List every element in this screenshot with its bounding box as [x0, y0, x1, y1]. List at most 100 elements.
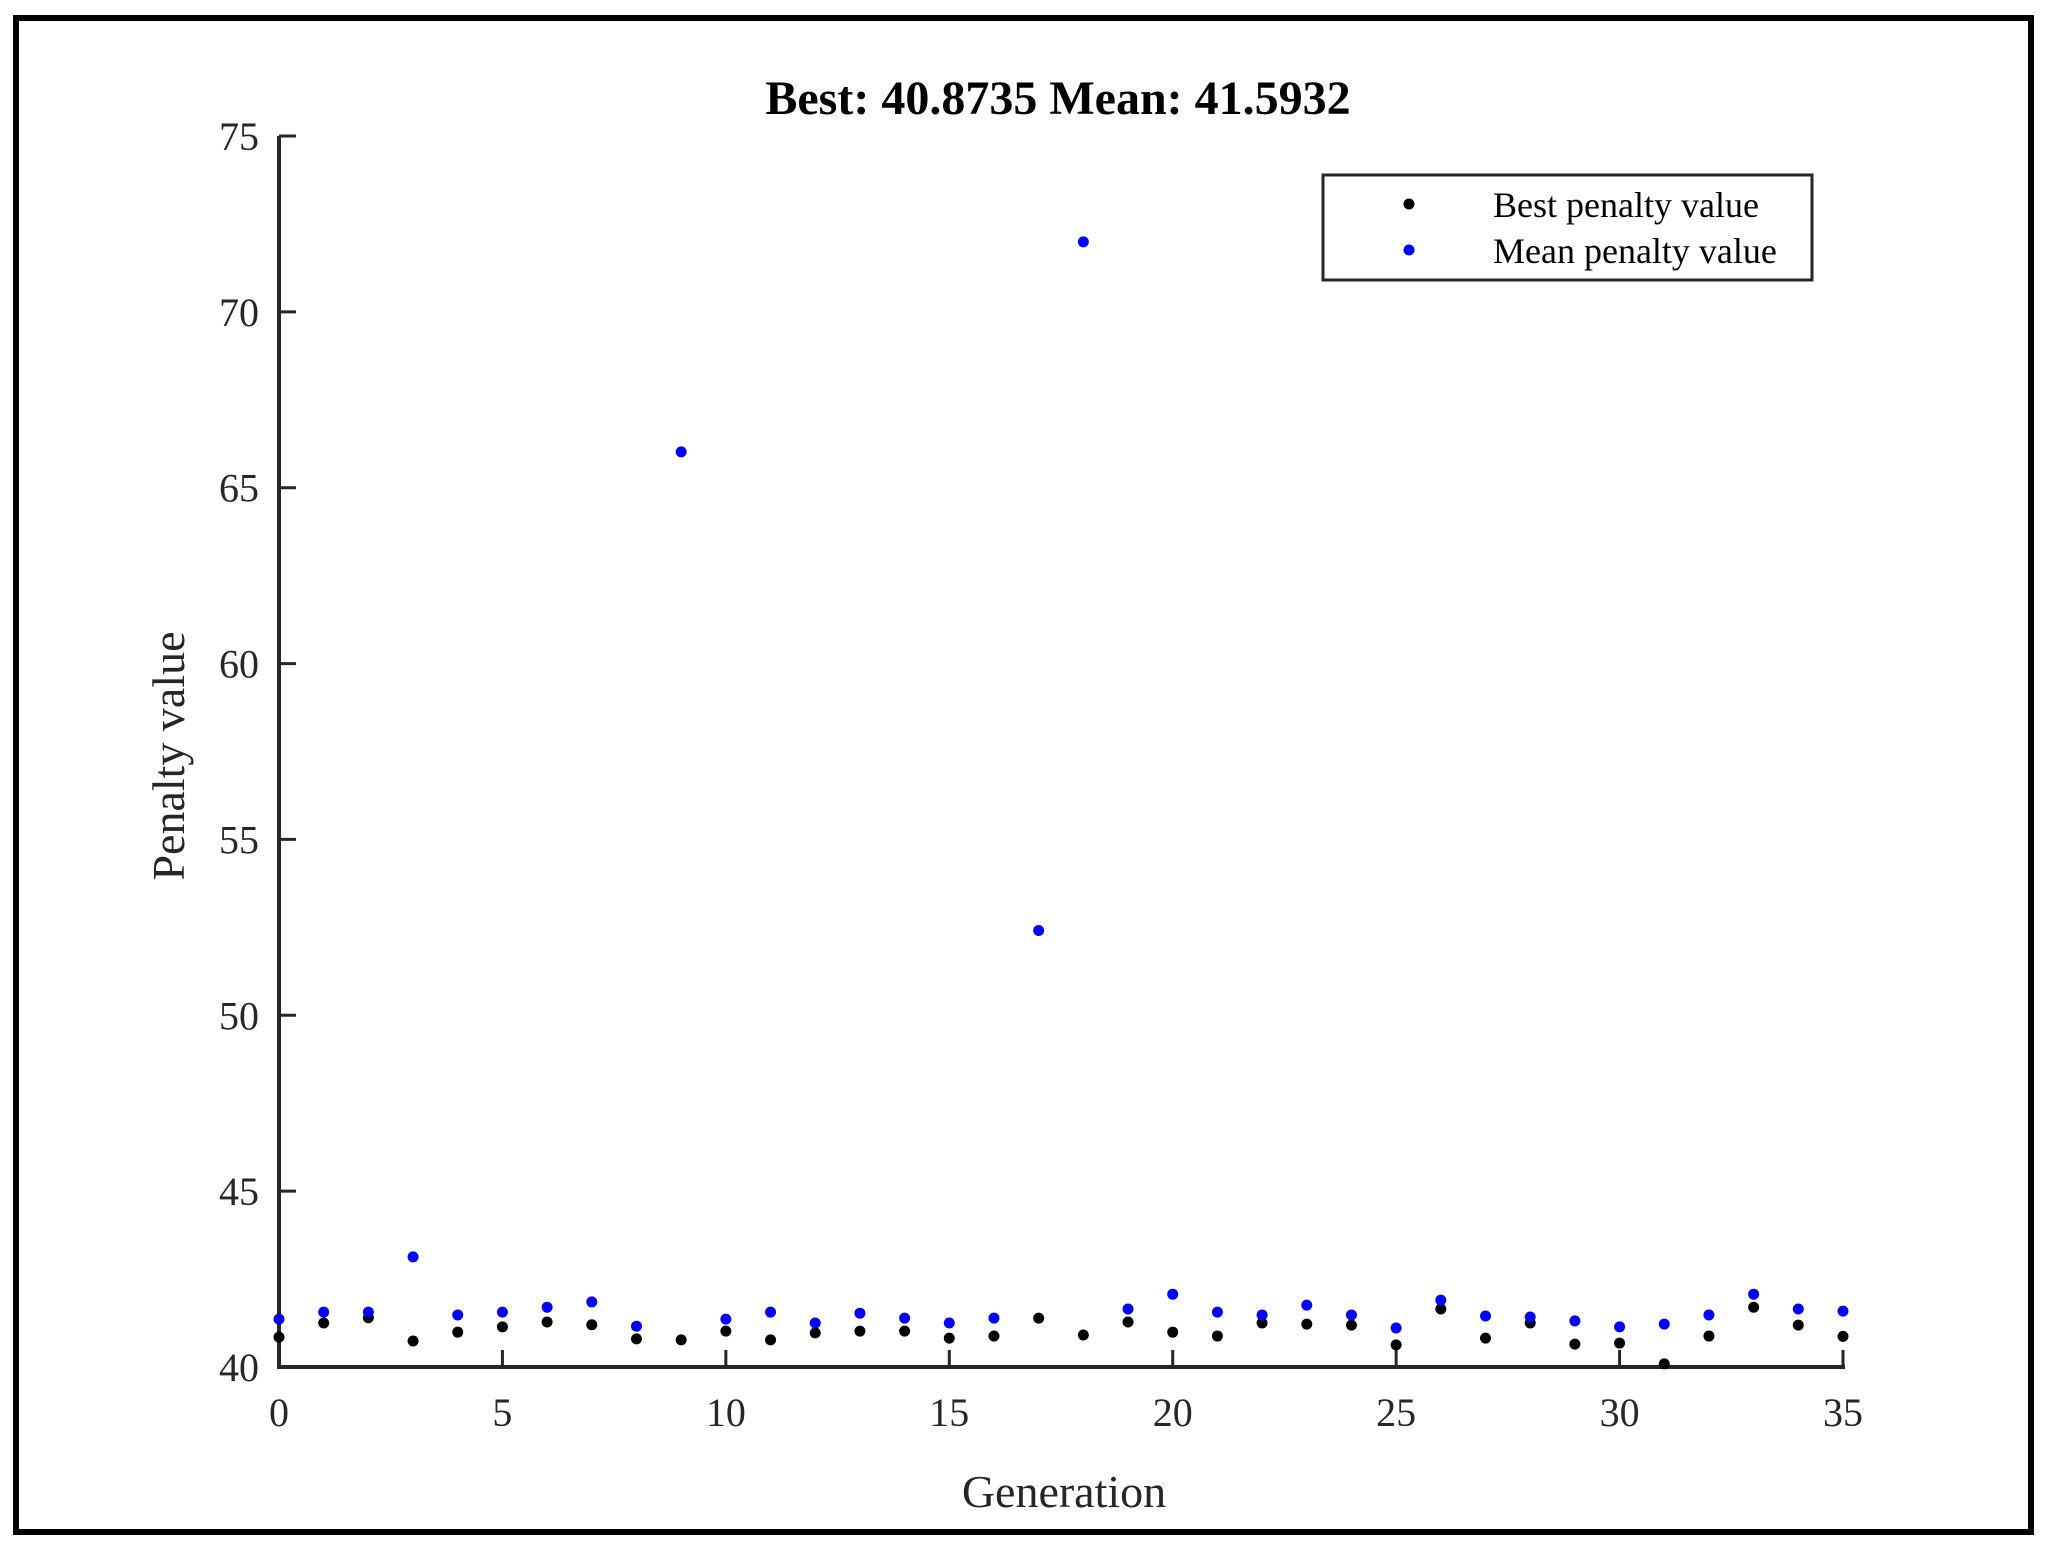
series-mean	[273, 236, 1849, 1334]
data-point	[1301, 1318, 1313, 1330]
data-point	[630, 1320, 642, 1332]
data-point	[452, 1326, 464, 1338]
x-tick-label: 35	[1823, 1390, 1863, 1435]
data-point	[809, 1327, 821, 1339]
data-point	[1569, 1338, 1581, 1350]
x-tick-label: 0	[269, 1390, 289, 1435]
legend-marker-best-icon	[1403, 198, 1415, 210]
data-point	[899, 1312, 911, 1324]
legend-marker-mean-icon	[1403, 244, 1415, 256]
data-point	[1569, 1315, 1581, 1327]
figure-frame	[13, 15, 2034, 1535]
axes: 40 45 50 55 60 65 70 75 0 5 10 15 20 25 30 35	[219, 114, 1863, 1435]
data-point	[1256, 1317, 1268, 1329]
y-tick-label: 45	[219, 1169, 259, 1214]
data-point	[720, 1313, 732, 1325]
data-point	[1345, 1309, 1357, 1321]
legend-box	[1321, 173, 1814, 282]
data-point	[1703, 1309, 1715, 1321]
x-tick-label: 10	[706, 1390, 746, 1435]
y-tick-label: 65	[219, 466, 259, 511]
data-point	[1256, 1309, 1268, 1321]
data-point	[318, 1317, 330, 1329]
data-point	[675, 446, 687, 458]
y-axis-label: Penalty value	[143, 631, 194, 880]
data-point	[1122, 1316, 1134, 1328]
data-point	[1167, 1326, 1179, 1338]
x-tick-label: 5	[492, 1390, 512, 1435]
y-tick-label: 55	[219, 817, 259, 862]
series-best	[273, 1301, 1849, 1370]
data-point	[407, 1335, 419, 1347]
data-point	[541, 1301, 553, 1313]
data-point	[854, 1325, 866, 1337]
data-point	[1435, 1294, 1447, 1306]
data-point	[362, 1306, 374, 1318]
data-point	[1435, 1303, 1447, 1315]
data-point	[541, 1316, 553, 1328]
y-tick-label: 50	[219, 993, 259, 1038]
x-tick-label: 20	[1153, 1390, 1193, 1435]
data-point	[1033, 925, 1045, 937]
data-point	[1703, 1330, 1715, 1342]
legend-label-best: Best penalty value	[1493, 185, 1759, 225]
data-point	[273, 1331, 285, 1343]
data-point	[1211, 1306, 1223, 1318]
legend: Best penalty value Mean penalty value	[1321, 173, 1814, 282]
data-point	[1837, 1330, 1849, 1342]
data-point	[1211, 1330, 1223, 1342]
data-point	[1524, 1311, 1536, 1323]
y-tick-label: 60	[219, 642, 259, 687]
data-point	[1792, 1319, 1804, 1331]
chart-title: Best: 40.8735 Mean: 41.5932	[765, 72, 1350, 125]
data-point	[988, 1312, 1000, 1324]
data-point	[1658, 1318, 1670, 1330]
data-point	[899, 1325, 911, 1337]
data-point	[1792, 1303, 1804, 1315]
y-tick-label: 40	[219, 1345, 259, 1390]
y-ticks: 40 45 50 55 60 65 70 75	[219, 114, 296, 1390]
data-point	[407, 1251, 419, 1263]
legend-label-mean: Mean penalty value	[1493, 231, 1777, 271]
data-point	[1614, 1321, 1626, 1333]
data-point	[1077, 1329, 1089, 1341]
data-point	[1480, 1310, 1492, 1322]
data-point	[943, 1317, 955, 1329]
data-point	[273, 1313, 285, 1325]
data-point	[318, 1306, 330, 1318]
data-point	[1345, 1319, 1357, 1331]
data-point	[1077, 236, 1089, 248]
y-tick-label: 70	[219, 290, 259, 335]
data-point	[765, 1306, 777, 1318]
data-point	[1837, 1305, 1849, 1317]
data-point	[1390, 1322, 1402, 1334]
data-point	[943, 1332, 955, 1344]
data-point	[765, 1334, 777, 1346]
data-points	[273, 236, 1849, 1370]
x-tick-label: 25	[1376, 1390, 1416, 1435]
data-point	[496, 1321, 508, 1333]
data-point	[1122, 1303, 1134, 1315]
data-point	[1748, 1301, 1760, 1313]
y-tick-label: 75	[219, 114, 259, 159]
data-point	[1033, 1312, 1045, 1324]
x-axis-label: Generation	[962, 1466, 1166, 1517]
data-point	[452, 1309, 464, 1321]
data-point	[1301, 1299, 1313, 1311]
data-point	[586, 1296, 598, 1308]
data-point	[720, 1325, 732, 1337]
x-tick-label: 30	[1600, 1390, 1640, 1435]
data-point	[1480, 1332, 1492, 1344]
x-tick-label: 15	[929, 1390, 969, 1435]
data-point	[809, 1317, 821, 1329]
data-point	[630, 1333, 642, 1345]
data-point	[1658, 1358, 1670, 1370]
data-point	[496, 1306, 508, 1318]
data-point	[854, 1307, 866, 1319]
data-point	[586, 1319, 598, 1331]
data-point	[1614, 1337, 1626, 1349]
data-point	[1390, 1339, 1402, 1351]
data-point	[1748, 1288, 1760, 1300]
data-point	[675, 1334, 687, 1346]
